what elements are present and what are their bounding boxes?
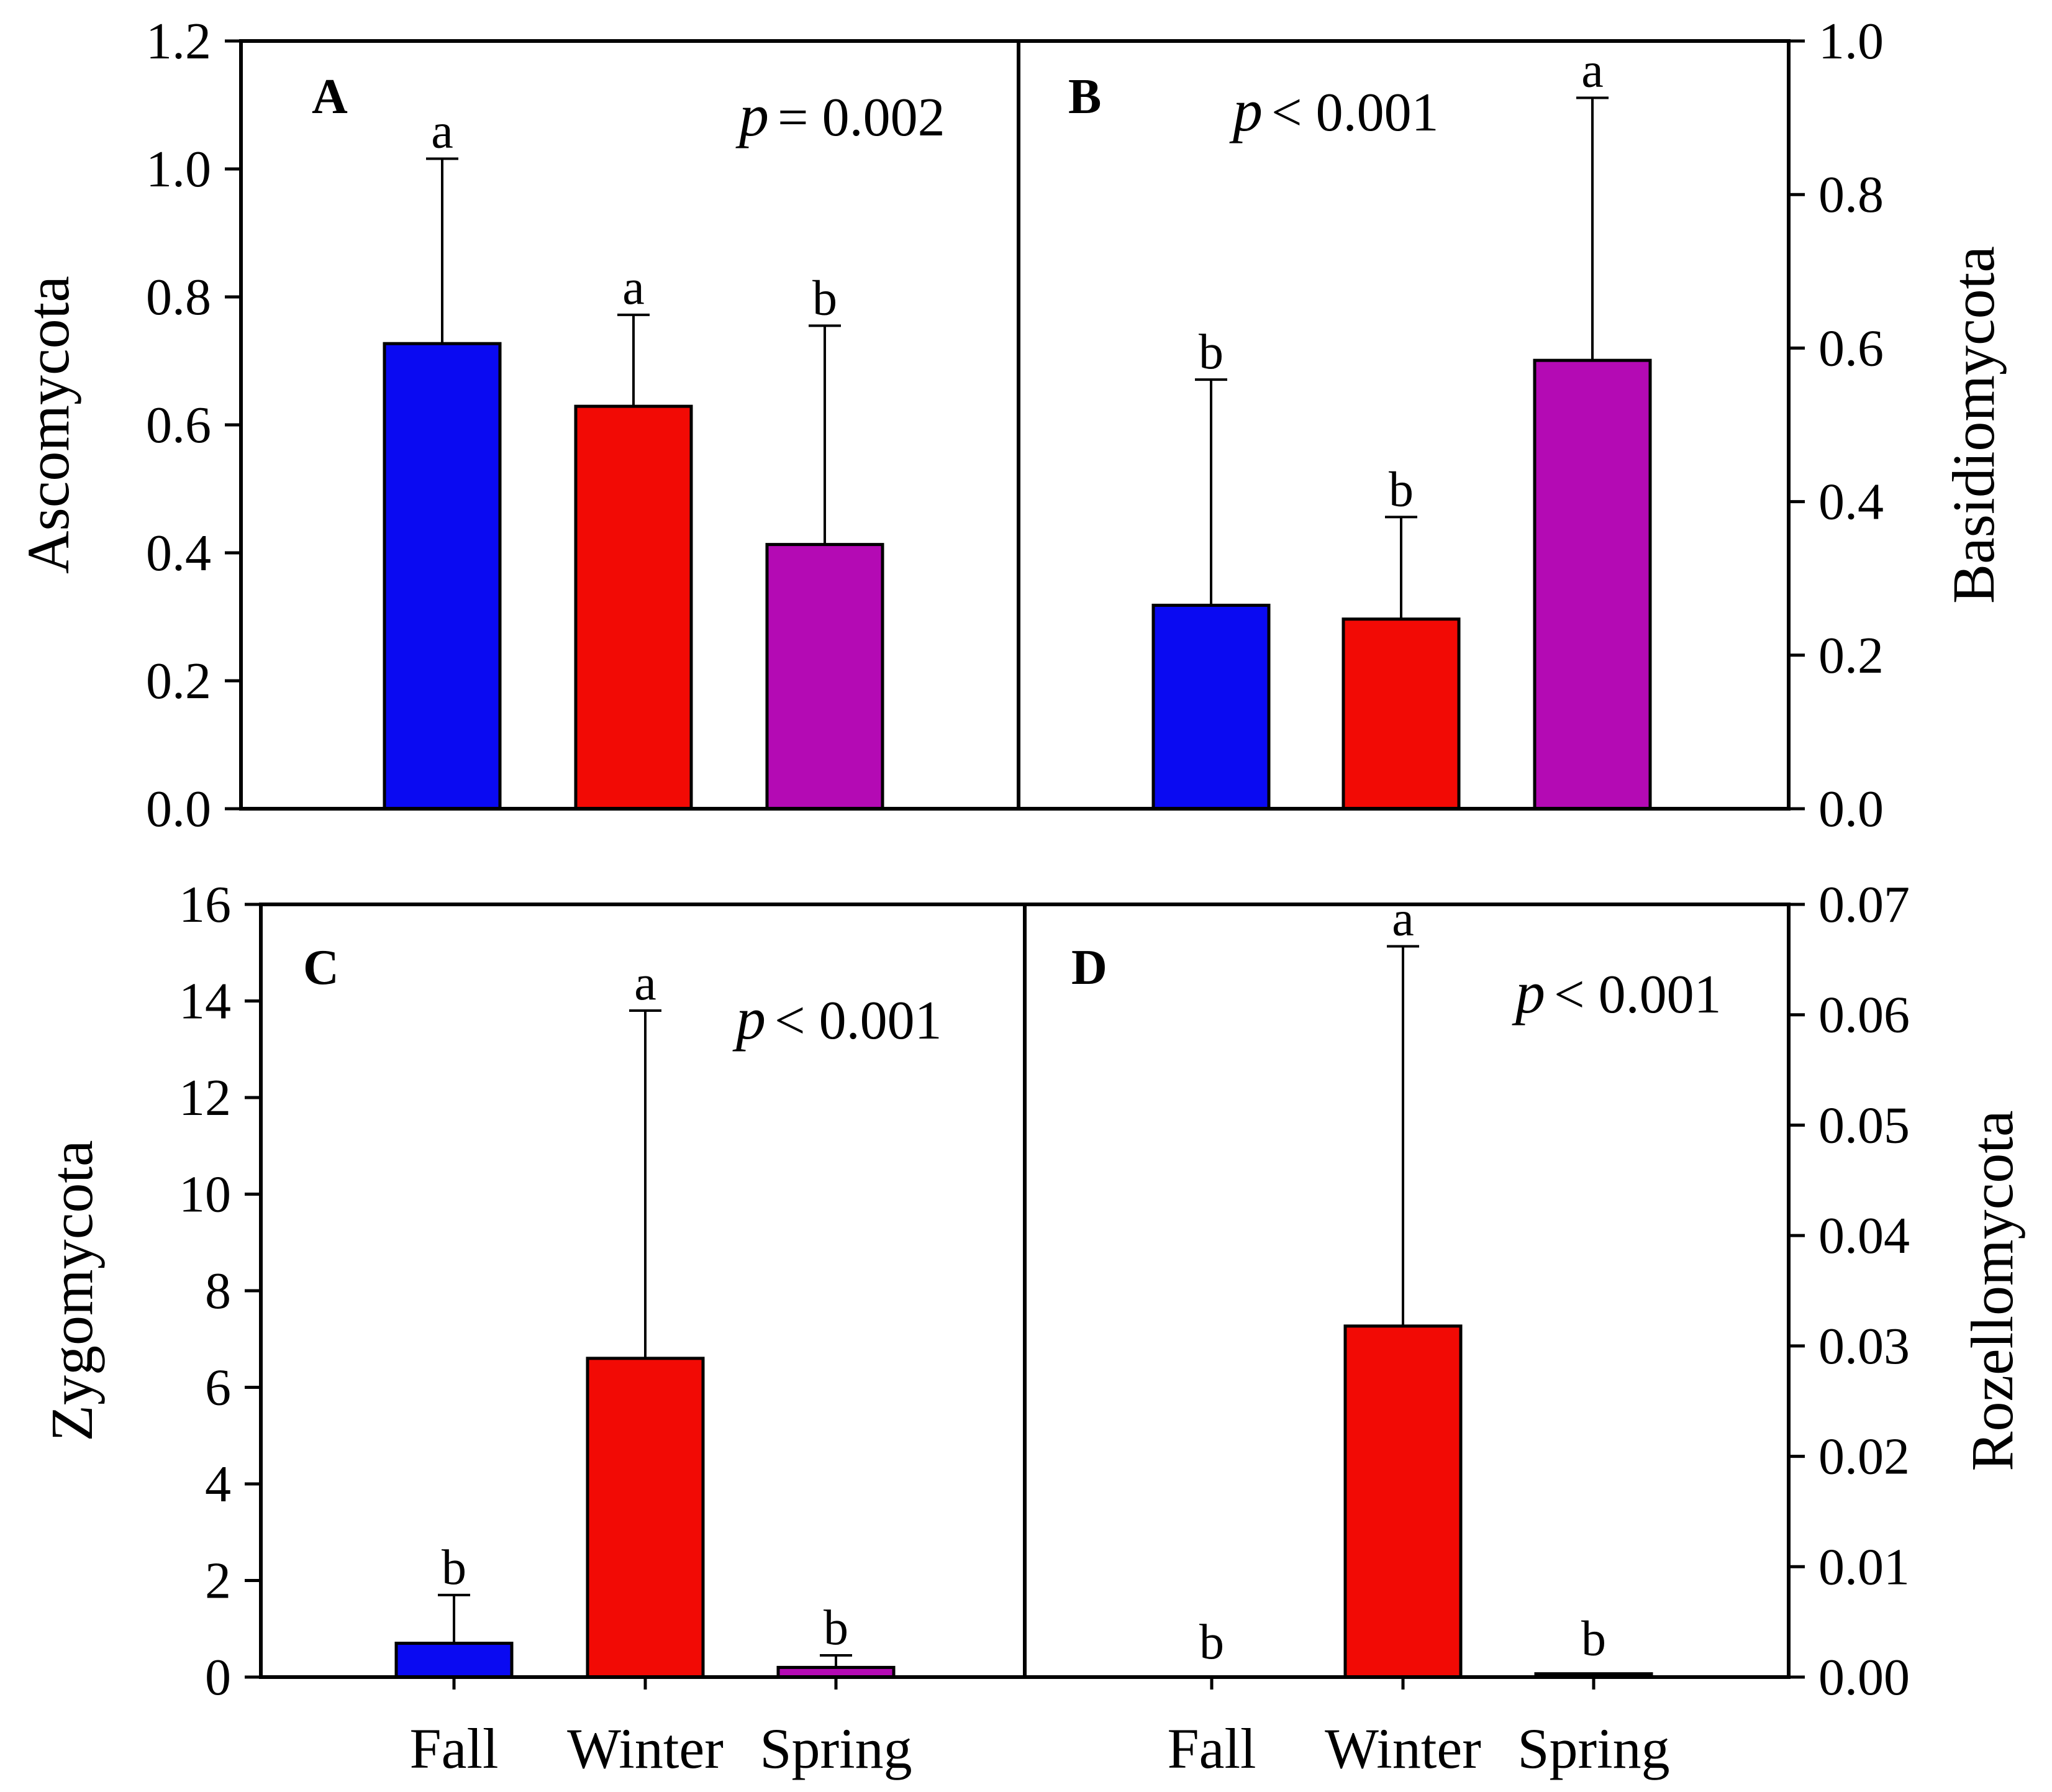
y-axis-title: Basidiomycota [1940,246,2007,604]
bar-winter [1343,1324,1463,1679]
y-tick-label: 0.8 [146,268,211,326]
sig-letter-winter: a [1392,892,1414,947]
sig-letter-winter: b [1389,462,1414,517]
y-tick-label: 0.00 [1818,1649,1910,1706]
p-value: p < 0.001 [732,985,942,1052]
sig-letter-fall: b [442,1540,466,1595]
y-tick-label: 0.6 [1818,319,1884,377]
y-tick-label: 0.07 [1818,876,1910,934]
y-tick-label: 12 [179,1069,231,1127]
y-tick-label: 0.02 [1818,1428,1910,1486]
y-tick-label: 6 [205,1359,231,1417]
y-tick-label: 0.8 [1818,166,1884,224]
y-tick-label: 2 [205,1552,231,1610]
sig-letter-spring: b [1581,1612,1606,1667]
p-value-text: < 0.001 [1554,965,1722,1025]
bar-spring [1533,358,1652,811]
x-category-label-spring: Spring [760,1717,912,1780]
sig-letter-spring: b [824,1601,848,1655]
panel-letter: C [303,940,339,995]
panel-a: a a b A p = 0.002 0.0 0.2 0.4 0.6 0.8 1.0 1.2 Ascomyc… [15,12,1020,838]
y-tick-label: 8 [205,1262,231,1320]
sig-letter-fall: b [1199,1615,1224,1670]
x-category-label-spring: Spring [1517,1717,1669,1780]
panel-b: b b a B p < 0.001 0.0 0.2 0.4 0.6 0.8 1.0 Basidiomyc… [1017,12,2007,838]
sig-letter-spring: a [1581,43,1604,98]
bar-fall [1151,603,1271,811]
y-tick-label: 0.4 [146,524,211,582]
y-tick-label: 0.01 [1818,1538,1910,1596]
sig-letter-winter: a [634,956,656,1011]
y-tick-label: 0.2 [1818,627,1884,685]
plot-frame [1023,903,1791,1679]
bar-winter [1342,617,1461,811]
p-value-text: < 0.001 [1271,83,1439,143]
y-tick-label: 0.04 [1818,1207,1910,1265]
bar-winter [574,404,693,811]
panel-letter: A [312,70,348,124]
p-value: p < 0.001 [1229,77,1439,143]
sig-letter-fall: a [431,104,453,159]
bar-fall [394,1642,514,1679]
x-category-label-winter: Winter [567,1717,724,1780]
x-category-label-fall: Fall [1167,1717,1256,1780]
sig-letter-fall: b [1199,325,1223,380]
y-axis-title: Rozellomycota [1959,1110,2025,1471]
panel-c: b a b Cp < 0.001 0 2 4 6 8 10 12 14 16 Zygomycota Fall W… [39,876,1027,1780]
plot-frame [1017,39,1791,811]
bar-winter [586,1357,705,1679]
y-tick-label: 1.2 [146,12,211,70]
y-axis-title: Ascomycota [15,276,81,574]
y-tick-label: 0.0 [1818,780,1884,838]
sig-letter-winter: a [622,260,645,315]
p-value-text: < 0.001 [774,991,942,1051]
y-tick-label: 1.0 [1818,12,1884,70]
y-tick-label: 0.0 [146,780,211,838]
y-tick-label: 0.4 [1818,473,1884,531]
p-value: p < 0.001 [1512,959,1722,1026]
y-tick-label: 0.03 [1818,1317,1910,1375]
p-symbol: p [1229,77,1263,143]
y-tick-label: 0 [205,1649,231,1706]
x-category-label-fall: Fall [409,1717,498,1780]
y-tick-label: 10 [179,1166,231,1224]
x-category-label-winter: Winter [1325,1717,1481,1780]
panel-letter: B [1068,70,1101,124]
bar-spring [765,543,884,811]
p-symbol: p [732,985,766,1052]
y-axis-title: Zygomycota [39,1140,105,1441]
p-symbol: p [735,82,769,148]
y-tick-label: 0.05 [1818,1096,1910,1154]
p-value-text: = 0.002 [778,88,945,148]
y-tick-label: 1.0 [146,140,211,198]
y-tick-label: 0.06 [1818,986,1910,1044]
y-tick-label: 14 [179,973,231,1030]
sig-letter-spring: b [812,271,837,325]
bar-fall [383,342,502,811]
y-tick-label: 0.6 [146,396,211,454]
y-tick-label: 0.2 [146,652,211,710]
panel-letter: D [1071,940,1107,995]
p-symbol: p [1512,959,1545,1026]
panel-d: b a b D p < 0.001 0.00 0.01 0.02 0.03 0.04 0.05 0.06… [1023,876,2025,1780]
y-tick-label: 4 [205,1455,231,1513]
p-value: p = 0.002 [735,82,945,148]
y-tick-label: 16 [179,876,231,934]
